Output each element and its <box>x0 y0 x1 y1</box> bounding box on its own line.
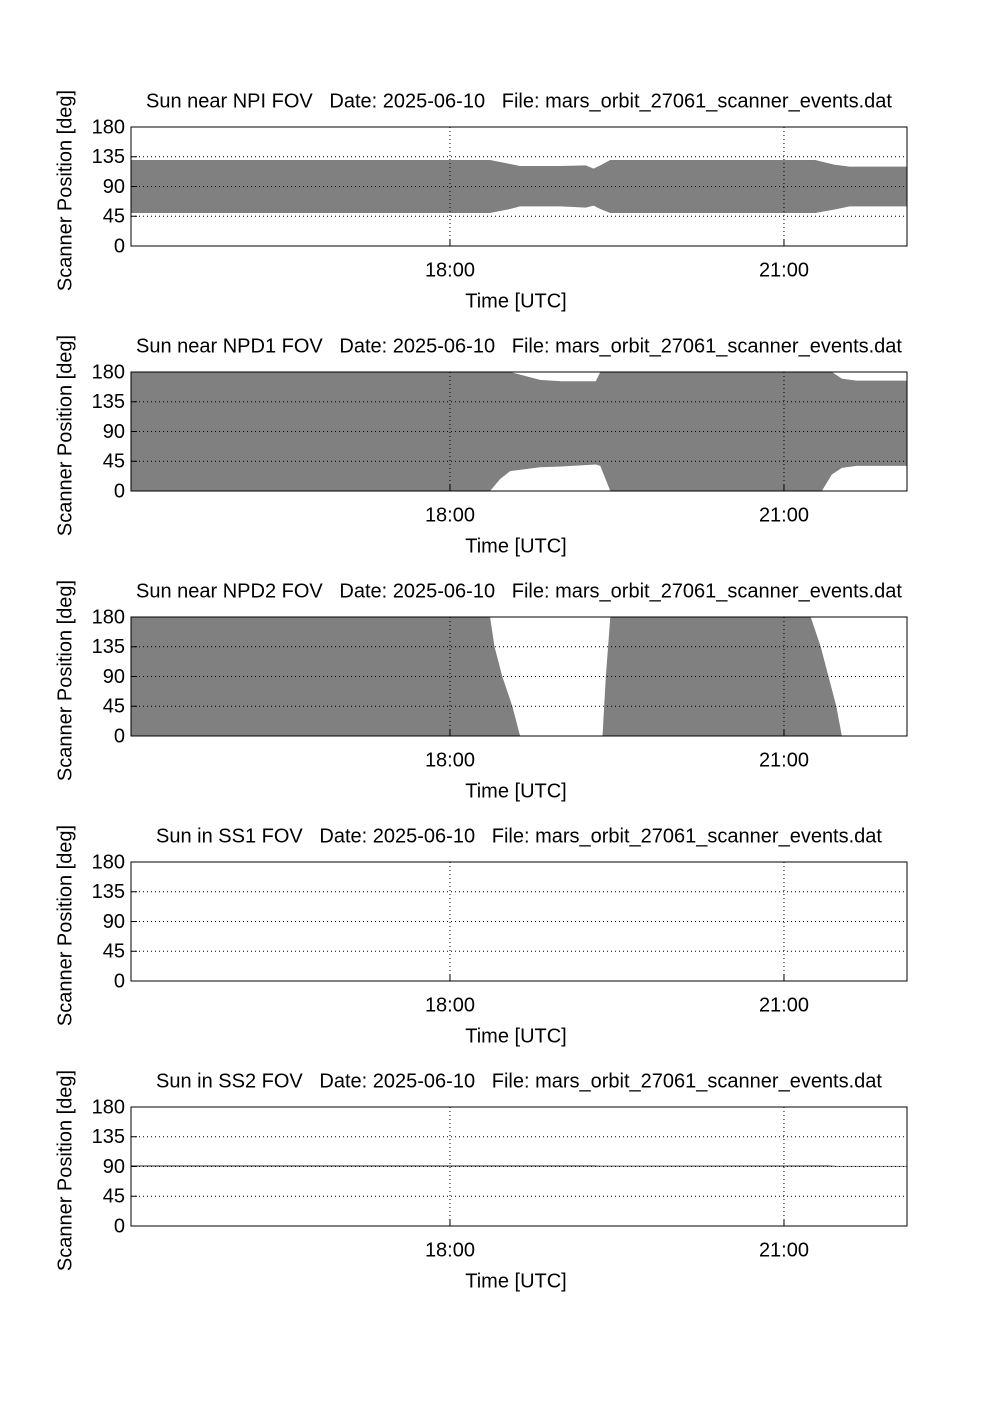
panel-title: Sun near NPD2 FOV Date: 2025-06-10 File:… <box>136 580 902 602</box>
axes-frame <box>130 126 908 247</box>
y-tick-label: 90 <box>103 421 125 443</box>
x-axis-label: Time [UTC] <box>465 535 566 557</box>
y-tick-label: 0 <box>114 1215 125 1237</box>
y-tick-label: 135 <box>92 881 125 903</box>
x-tick-label: 18:00 <box>425 259 475 281</box>
y-tick-label: 45 <box>103 206 125 228</box>
panel-title: Sun near NPD1 FOV Date: 2025-06-10 File:… <box>136 335 902 357</box>
y-axis-label: Scanner Position [deg] <box>54 335 76 536</box>
panel-title: Sun in SS1 FOV Date: 2025-06-10 File: ma… <box>156 825 882 847</box>
y-tick-label: 135 <box>92 1126 125 1148</box>
y-axis-label: Scanner Position [deg] <box>54 1070 76 1271</box>
y-tick-label: 0 <box>114 480 125 502</box>
axes-frame <box>130 861 908 982</box>
x-tick-label: 21:00 <box>759 1239 809 1261</box>
y-tick-label: 135 <box>92 391 125 413</box>
y-tick-label: 90 <box>103 1156 125 1178</box>
x-axis-label: Time [UTC] <box>465 1025 566 1047</box>
y-tick-label: 45 <box>103 1186 125 1208</box>
axes-frame <box>130 1106 908 1227</box>
x-tick-label: 21:00 <box>759 259 809 281</box>
y-tick-label: 90 <box>103 666 125 688</box>
x-tick-label: 21:00 <box>759 994 809 1016</box>
y-tick-label: 180 <box>92 1096 125 1118</box>
y-tick-label: 45 <box>103 941 125 963</box>
x-tick-label: 18:00 <box>425 994 475 1016</box>
y-tick-label: 180 <box>92 116 125 138</box>
x-tick-label: 18:00 <box>425 504 475 526</box>
y-tick-label: 0 <box>114 725 125 747</box>
y-tick-label: 180 <box>92 851 125 873</box>
y-tick-label: 90 <box>103 911 125 933</box>
y-tick-label: 0 <box>114 235 125 257</box>
y-axis-label: Scanner Position [deg] <box>54 825 76 1026</box>
panel-title: Sun in SS2 FOV Date: 2025-06-10 File: ma… <box>156 1070 882 1092</box>
range-area <box>131 617 907 736</box>
y-axis-label: Scanner Position [deg] <box>54 90 76 291</box>
x-axis-label: Time [UTC] <box>465 290 566 312</box>
axes-frame <box>130 371 908 492</box>
y-tick-label: 180 <box>92 606 125 628</box>
x-tick-label: 18:00 <box>425 749 475 771</box>
y-tick-label: 180 <box>92 361 125 383</box>
y-tick-label: 45 <box>103 696 125 718</box>
x-axis-label: Time [UTC] <box>465 780 566 802</box>
y-tick-label: 135 <box>92 146 125 168</box>
x-tick-label: 21:00 <box>759 749 809 771</box>
x-axis-label: Time [UTC] <box>465 1270 566 1292</box>
y-tick-label: 90 <box>103 176 125 198</box>
axes-frame <box>130 616 908 737</box>
y-tick-label: 135 <box>92 636 125 658</box>
x-tick-label: 21:00 <box>759 504 809 526</box>
panel-title: Sun near NPI FOV Date: 2025-06-10 File: … <box>146 90 892 112</box>
x-tick-label: 18:00 <box>425 1239 475 1261</box>
y-axis-label: Scanner Position [deg] <box>54 580 76 781</box>
y-tick-label: 45 <box>103 451 125 473</box>
y-tick-label: 0 <box>114 970 125 992</box>
